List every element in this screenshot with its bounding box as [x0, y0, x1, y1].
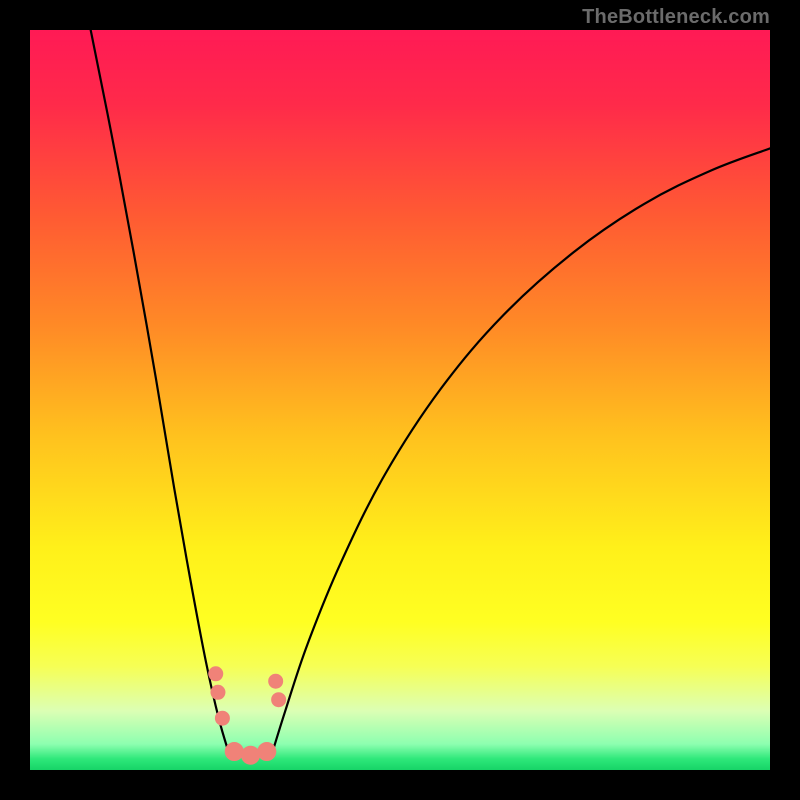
marker-dot [242, 746, 260, 764]
plot-area [30, 30, 770, 770]
curve-left [91, 30, 229, 754]
chart-frame: TheBottleneck.com [0, 0, 800, 800]
curve-right [272, 148, 770, 753]
curve-layer [30, 30, 770, 770]
watermark-text: TheBottleneck.com [582, 6, 770, 29]
marker-dot [215, 711, 229, 725]
marker-dot [211, 685, 225, 699]
marker-dot [269, 674, 283, 688]
markers-group [209, 667, 286, 764]
marker-dot [272, 693, 286, 707]
marker-dot [209, 667, 223, 681]
marker-dot [258, 743, 276, 761]
marker-dot [225, 743, 243, 761]
